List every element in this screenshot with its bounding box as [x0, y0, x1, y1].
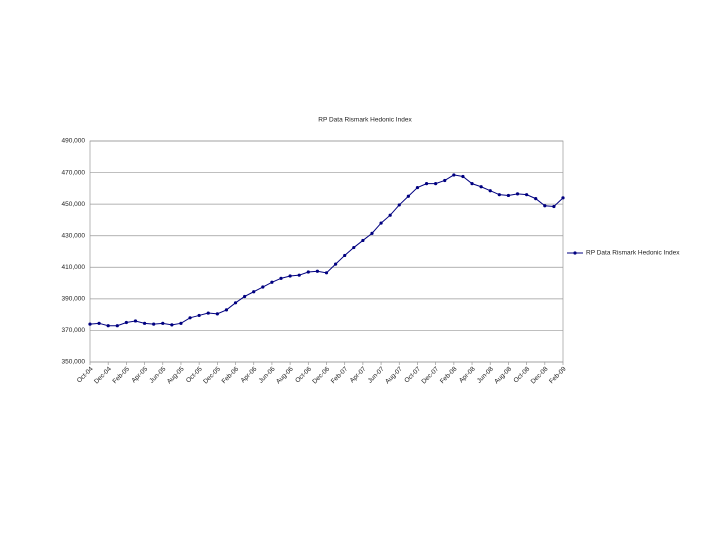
data-point: [424, 182, 429, 186]
data-point: [306, 270, 310, 274]
data-point: [179, 321, 183, 325]
data-point: [543, 204, 547, 208]
data-point: [370, 231, 374, 235]
y-tick-label: 430,000: [62, 232, 86, 239]
data-point: [243, 294, 247, 299]
data-point: [324, 271, 329, 275]
data-point: [415, 185, 420, 190]
data-point: [552, 204, 556, 209]
data-point: [115, 324, 119, 328]
data-point: [434, 182, 438, 186]
data-point: [97, 321, 101, 325]
y-tick-label: 350,000: [62, 359, 86, 366]
y-tick-label: 410,000: [62, 264, 86, 271]
data-point: [379, 221, 383, 225]
y-tick-label: 470,000: [62, 169, 86, 176]
data-point: [534, 197, 538, 201]
data-point: [152, 322, 156, 326]
legend-label: RP Data Rismark Hedonic Index: [586, 250, 680, 257]
data-point: [88, 322, 92, 326]
data-point: [461, 174, 465, 179]
data-point: [352, 245, 356, 250]
data-point: [452, 173, 456, 177]
data-point: [406, 194, 410, 198]
data-point: [142, 321, 147, 325]
data-point: [315, 269, 320, 273]
data-point: [197, 313, 201, 318]
data-point: [170, 323, 174, 327]
y-tick-label: 450,000: [62, 201, 86, 208]
data-point: [506, 193, 511, 198]
data-point: [215, 312, 219, 316]
data-point: [397, 203, 401, 207]
data-point: [497, 193, 501, 197]
data-point: [206, 311, 210, 315]
data-point: [515, 192, 520, 196]
data-point: [288, 274, 292, 278]
data-point: [488, 189, 492, 193]
data-point: [270, 280, 274, 284]
data-point: [388, 213, 392, 217]
legend-marker: [573, 251, 577, 255]
data-point: [261, 285, 265, 289]
data-point: [525, 193, 529, 197]
data-point: [133, 319, 138, 323]
data-point: [279, 276, 283, 280]
data-point: [343, 253, 347, 258]
y-tick-label: 390,000: [62, 296, 86, 303]
data-point: [479, 185, 483, 189]
data-point: [233, 301, 238, 305]
data-point: [224, 308, 229, 312]
data-point: [561, 196, 565, 200]
y-tick-label: 490,000: [62, 138, 86, 145]
data-point: [443, 178, 447, 183]
data-point: [188, 316, 192, 320]
data-point: [106, 324, 110, 328]
data-point: [124, 320, 128, 325]
y-tick-label: 370,000: [62, 327, 86, 334]
chart-title: RP Data Rismark Hedonic Index: [318, 117, 412, 124]
data-point: [470, 182, 474, 186]
data-point: [361, 238, 365, 243]
data-point: [161, 321, 165, 325]
data-point: [297, 273, 301, 277]
data-point: [252, 290, 256, 294]
data-point: [333, 262, 338, 266]
